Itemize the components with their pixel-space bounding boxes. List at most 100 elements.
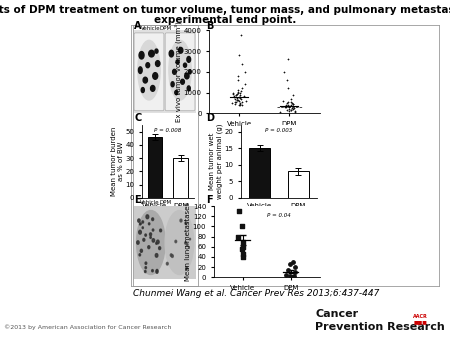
Ellipse shape [165, 211, 194, 274]
Ellipse shape [141, 88, 144, 93]
Point [236, 100, 243, 105]
Point [286, 273, 293, 279]
Ellipse shape [146, 63, 149, 68]
Point [235, 73, 242, 79]
Point [287, 96, 294, 101]
Ellipse shape [185, 222, 187, 224]
Point [289, 274, 296, 280]
Ellipse shape [170, 254, 172, 256]
Point [241, 69, 248, 75]
Point [234, 92, 241, 97]
Point [241, 94, 248, 99]
Ellipse shape [186, 244, 188, 246]
Ellipse shape [187, 56, 191, 62]
Point [235, 97, 242, 103]
Point [284, 103, 291, 109]
Point [284, 77, 291, 83]
Ellipse shape [166, 262, 168, 265]
Bar [173, 158, 188, 198]
Point [236, 94, 243, 100]
Point [236, 101, 243, 107]
Point [285, 57, 292, 62]
Ellipse shape [155, 254, 158, 257]
Ellipse shape [139, 67, 142, 73]
Bar [288, 171, 309, 198]
Text: Prevention Research: Prevention Research [315, 322, 445, 332]
Ellipse shape [153, 73, 158, 79]
Point [283, 102, 290, 107]
Text: A: A [134, 21, 142, 31]
Text: Cancer: Cancer [315, 309, 358, 319]
Ellipse shape [180, 79, 184, 84]
Ellipse shape [140, 223, 141, 224]
Ellipse shape [148, 223, 150, 225]
Point [234, 90, 241, 95]
Point [234, 98, 241, 103]
Ellipse shape [148, 50, 154, 57]
Point [232, 96, 239, 101]
Point [239, 224, 246, 229]
Point [286, 106, 293, 112]
Text: experimental end point.: experimental end point. [154, 15, 296, 25]
Point [289, 259, 297, 265]
Point [239, 244, 247, 249]
Ellipse shape [139, 254, 140, 256]
Bar [148, 137, 162, 198]
Ellipse shape [173, 69, 176, 74]
Point [230, 91, 237, 96]
Ellipse shape [160, 229, 162, 232]
Text: F: F [206, 195, 213, 205]
Point [291, 109, 298, 114]
Point [236, 98, 243, 104]
Point [231, 100, 239, 105]
Point [234, 97, 241, 102]
Point [234, 90, 241, 95]
Ellipse shape [144, 270, 146, 272]
Point [235, 94, 242, 99]
Ellipse shape [189, 238, 190, 240]
Text: P = 0.008: P = 0.008 [154, 128, 181, 133]
Text: C: C [134, 113, 141, 123]
Point [277, 109, 284, 115]
Y-axis label: Ex vivo tumor volume (mm³): Ex vivo tumor volume (mm³) [175, 21, 182, 122]
Point [232, 99, 239, 104]
Text: DPM: DPM [159, 200, 171, 205]
Point [237, 92, 244, 98]
Point [239, 251, 246, 257]
Point [236, 102, 243, 107]
FancyBboxPatch shape [134, 33, 164, 111]
Point [282, 105, 289, 110]
Ellipse shape [156, 61, 160, 67]
Point [238, 247, 245, 252]
Ellipse shape [139, 230, 141, 234]
Point [281, 69, 288, 75]
Point [231, 101, 238, 106]
Y-axis label: Mean lung metastases: Mean lung metastases [185, 202, 191, 281]
Ellipse shape [189, 70, 191, 74]
Point [284, 107, 291, 113]
Point [289, 101, 296, 107]
Point [287, 107, 294, 113]
Y-axis label: Mean tumor burden
as % of BW: Mean tumor burden as % of BW [111, 127, 124, 196]
Text: Chunmei Wang et al. Cancer Prev Res 2013;6:437-447: Chunmei Wang et al. Cancer Prev Res 2013… [133, 289, 379, 298]
Point [291, 105, 298, 111]
Point [235, 209, 242, 214]
Point [288, 101, 295, 106]
Ellipse shape [138, 219, 140, 222]
Text: Vehicle: Vehicle [141, 26, 161, 31]
Ellipse shape [171, 255, 173, 258]
Point [232, 92, 239, 97]
Point [231, 93, 238, 99]
Point [238, 99, 246, 105]
Text: D: D [206, 113, 214, 123]
Bar [249, 148, 270, 198]
Ellipse shape [157, 240, 159, 244]
Ellipse shape [152, 239, 155, 242]
Point [237, 90, 244, 96]
Point [242, 98, 249, 103]
Point [240, 254, 247, 260]
Ellipse shape [156, 269, 158, 272]
Text: P = 0.04: P = 0.04 [267, 213, 291, 218]
Point [234, 88, 241, 93]
Ellipse shape [142, 227, 144, 228]
